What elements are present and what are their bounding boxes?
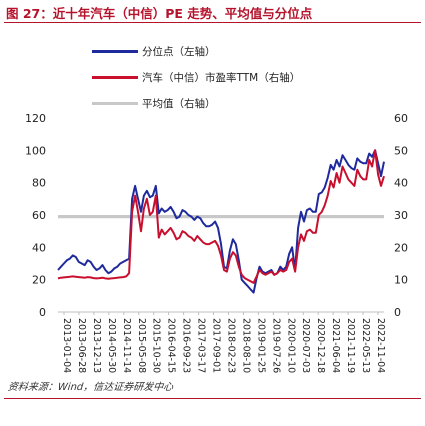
- y-right-tick-label: 60: [394, 112, 408, 125]
- series-layer: [57, 149, 385, 294]
- x-tick-label: 2020-12-18: [315, 318, 326, 373]
- legend-item-avg: 平均值（右轴）: [92, 90, 300, 116]
- y-left-tick-label: 40: [32, 241, 46, 254]
- x-tick-label: 2018-02-23: [225, 318, 236, 373]
- right-axis-ticks: 0 10 20 30 40 50 60: [394, 112, 408, 319]
- x-tick-label: 2021-06-04: [330, 318, 341, 373]
- x-axis-ticks: 2013-01-04 2013-06-28 2013-12-13 2014-05-30…: [61, 312, 386, 373]
- x-tick-label: 2018-08-10: [240, 318, 251, 373]
- x-tick-label: 2016-09-23: [181, 318, 192, 373]
- legend-label-pe: 汽车（中信）市盈率TTM（右轴）: [142, 71, 301, 84]
- legend: 分位点（左轴） 汽车（中信）市盈率TTM（右轴） 平均值（右轴）: [92, 38, 300, 116]
- y-left-tick-label: 100: [25, 144, 46, 157]
- x-tick-label: 2022-05-13: [360, 318, 371, 373]
- legend-label-avg: 平均值（右轴）: [142, 97, 216, 110]
- y-left-tick-label: 60: [32, 209, 46, 222]
- x-tick-label: 2013-06-28: [76, 318, 87, 373]
- series-line-percentile: [57, 149, 385, 294]
- legend-item-percentile: 分位点（左轴）: [92, 38, 300, 64]
- left-axis-ticks: 0 20 40 60 80 100 120: [25, 112, 46, 319]
- y-left-tick-label: 80: [32, 177, 46, 190]
- y-left-tick-label: 0: [39, 306, 46, 319]
- y-right-tick-label: 50: [394, 144, 408, 157]
- x-tick-label: 2017-09-01: [211, 318, 222, 373]
- y-left-tick-label: 120: [25, 112, 46, 125]
- x-tick-label: 2015-10-30: [151, 318, 162, 373]
- legend-swatch-percentile: [92, 49, 138, 53]
- x-tick-label: 2014-05-30: [106, 318, 117, 373]
- y-right-tick-label: 40: [394, 177, 408, 190]
- x-tick-label: 2022-11-04: [375, 318, 386, 373]
- source-note: 资料来源：Wind，信达证券研发中心: [7, 382, 174, 393]
- figure-title: 图 27：近十年汽车（中信）PE 走势、平均值与分位点: [6, 6, 313, 21]
- y-left-tick-label: 20: [32, 274, 46, 287]
- x-tick-label: 2021-11-19: [345, 318, 356, 373]
- x-tick-label: 2013-12-13: [91, 318, 102, 373]
- y-right-tick-label: 0: [394, 306, 401, 319]
- x-tick-label: 2014-11-14: [121, 318, 132, 373]
- x-tick-label: 2019-01-25: [255, 318, 266, 373]
- x-tick-label: 2013-01-04: [61, 318, 72, 373]
- x-tick-label: 2016-04-15: [166, 318, 177, 373]
- legend-item-pe: 汽车（中信）市盈率TTM（右轴）: [92, 64, 300, 90]
- x-tick-label: 2015-05-08: [136, 318, 147, 373]
- x-tick-label: 2019-07-26: [270, 318, 281, 373]
- y-right-tick-label: 20: [394, 241, 408, 254]
- x-tick-label: 2020-01-10: [285, 318, 296, 373]
- legend-swatch-pe: [92, 75, 138, 79]
- x-tick-label: 2017-03-17: [196, 318, 207, 373]
- x-tick-label: 2020-07-03: [300, 318, 311, 373]
- bottom-divider: [4, 398, 421, 399]
- legend-swatch-avg: [92, 101, 138, 105]
- y-right-tick-label: 10: [394, 274, 408, 287]
- legend-label-percentile: 分位点（左轴）: [142, 45, 216, 58]
- y-right-tick-label: 30: [394, 209, 408, 222]
- series-line-pe: [57, 149, 385, 284]
- title-divider: [4, 22, 421, 23]
